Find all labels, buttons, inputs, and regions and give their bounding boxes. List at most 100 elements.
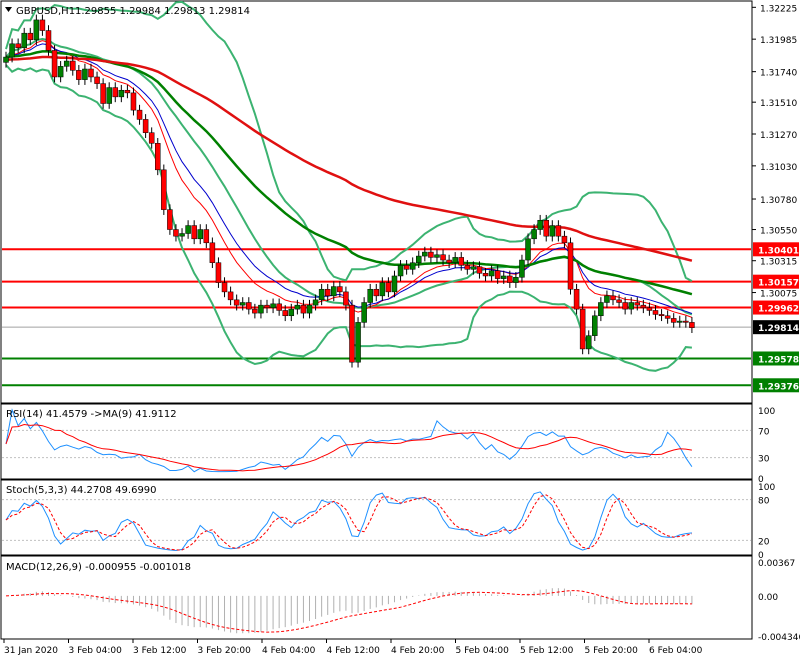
candle-body [312, 299, 319, 306]
candle-body [592, 315, 598, 336]
candle-body [239, 302, 246, 306]
candle-body [70, 60, 76, 71]
price-tag [753, 300, 799, 315]
rsi-tick-label: 70 [758, 427, 770, 437]
candle-body [361, 302, 367, 323]
price-tag-label: 1.29962 [758, 305, 799, 315]
stoch-tick-label: 80 [758, 497, 770, 507]
price-tick-label: 1.31510 [760, 99, 797, 109]
candle-body [434, 254, 440, 258]
price-tag [753, 242, 799, 257]
candle-body [549, 225, 556, 237]
candle-body [288, 308, 295, 317]
candle-body [367, 288, 373, 303]
candle-body [464, 265, 471, 270]
stoch-tick-label: 100 [758, 483, 775, 493]
stoch-k-line [5, 491, 692, 552]
time-tick-label: 31 Jan 2020 [4, 646, 58, 656]
candle-body [203, 229, 210, 244]
candle-body [324, 288, 331, 297]
candle-body [604, 295, 610, 303]
indicator-layer [2, 408, 751, 634]
candle-body [458, 257, 464, 266]
candle-body [179, 233, 185, 237]
candle-body [15, 43, 21, 49]
rsi-panel-frame [0, 403, 753, 480]
candle-body [221, 282, 228, 293]
candle-body [258, 304, 264, 314]
price-tick-label: 1.31270 [760, 131, 797, 141]
candle-body [537, 219, 543, 230]
price-tag-label: 1.30401 [758, 246, 799, 256]
time-tick-label: 3 Feb 20:00 [198, 646, 252, 656]
candle-body [670, 318, 677, 323]
ema-green-line [5, 50, 693, 296]
candle-body [567, 242, 574, 290]
candle-body [246, 302, 252, 310]
dropdown-triangle-icon[interactable] [5, 7, 12, 12]
price-tag-label: 1.30157 [758, 279, 799, 289]
price-tag-label: 1.29376 [758, 382, 799, 392]
time-tick-label: 3 Feb 12:00 [133, 646, 187, 656]
candle-body [373, 288, 380, 297]
price-tag [753, 320, 799, 335]
candle-body [677, 320, 683, 323]
time-tick-label: 5 Feb 20:00 [585, 646, 639, 656]
candle-body [683, 320, 689, 323]
candle-body [652, 310, 659, 315]
candle-body [500, 275, 507, 279]
symbol-label: GBPUSD,H1 [16, 6, 75, 17]
candle-body [118, 89, 125, 98]
macd-panel-frame [0, 555, 753, 640]
stoch-tick-label: 20 [758, 537, 770, 547]
rsi-tick-label: 0 [758, 475, 764, 485]
price-tick-label: 1.30315 [760, 258, 797, 268]
candle-body [148, 132, 155, 144]
candle-body [155, 143, 161, 171]
candle-body [227, 291, 234, 301]
candle-body [397, 265, 404, 277]
candle-body [191, 225, 197, 240]
candle-body [94, 76, 100, 84]
candle-body [39, 19, 46, 31]
candle-body [452, 257, 458, 263]
macd-signal-line [5, 590, 692, 633]
candle-body [167, 209, 173, 230]
candle-body [21, 32, 27, 49]
candle-body [27, 32, 34, 41]
candle-body [51, 50, 58, 78]
candle-body [276, 303, 282, 311]
price-tick-label: 1.31740 [760, 69, 797, 79]
bollinger-lower-line [5, 64, 692, 372]
candle-body [428, 251, 434, 258]
candle-body [252, 308, 258, 314]
candle-body [294, 304, 301, 310]
candle-body [100, 83, 106, 104]
candle-body [88, 68, 94, 78]
candle-body [646, 307, 653, 311]
candle-body [124, 89, 131, 94]
time-tick-label: 6 Feb 04:00 [649, 646, 703, 656]
candle-body [63, 60, 70, 67]
candle-body [658, 314, 665, 317]
candle-body [664, 315, 671, 319]
macd-tick-label: 0.00367 [758, 559, 795, 569]
macd-tick-label: 0.00 [758, 593, 778, 603]
bollinger-upper-line [5, 0, 693, 282]
candle-body [440, 254, 446, 261]
price-tick-label: 1.30550 [760, 227, 797, 237]
price-tick-label: 1.31985 [760, 36, 797, 46]
axis-layer: 1.32225 1.31985 1.31740 1.31510 1.31270 1.310… [3, 4, 800, 656]
candle-body [82, 68, 88, 80]
candle-body [161, 169, 167, 210]
time-tick-label: 4 Feb 20:00 [391, 646, 445, 656]
ema-slow-line [5, 55, 693, 262]
price-tag-label: 1.29578 [758, 355, 799, 365]
candle-body [622, 302, 628, 310]
candle-body [355, 322, 361, 363]
candle-body [209, 242, 216, 263]
rsi-line [5, 408, 693, 473]
price-tick-label: 1.30780 [760, 196, 797, 206]
